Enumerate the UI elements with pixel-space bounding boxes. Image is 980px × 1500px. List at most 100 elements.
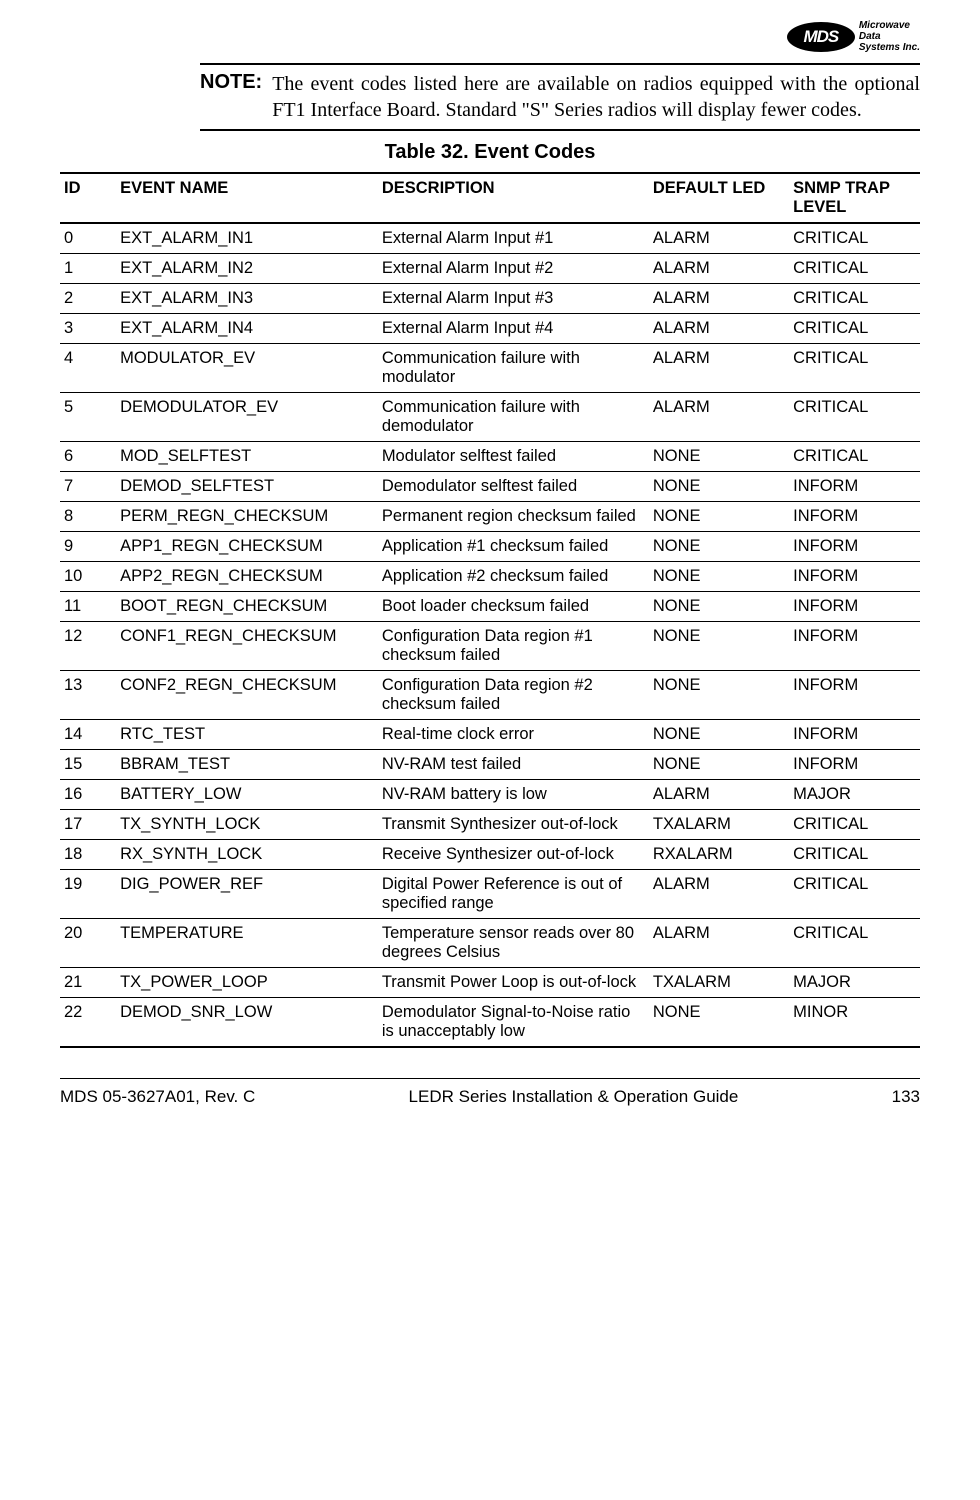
cell-led: NONE	[649, 750, 789, 780]
cell-led: NONE	[649, 592, 789, 622]
cell-desc: NV-RAM battery is low	[378, 780, 649, 810]
table-row: 21TX_POWER_LOOPTransmit Power Loop is ou…	[60, 968, 920, 998]
table-row: 3EXT_ALARM_IN4External Alarm Input #4ALA…	[60, 314, 920, 344]
cell-desc: Transmit Power Loop is out-of-lock	[378, 968, 649, 998]
cell-desc: Digital Power Reference is out of specif…	[378, 870, 649, 919]
cell-desc: Communication failure with demodulator	[378, 393, 649, 442]
table-row: 10APP2_REGN_CHECKSUMApplication #2 check…	[60, 562, 920, 592]
table-header-row: ID EVENT NAME DESCRIPTION DEFAULT LED SN…	[60, 173, 920, 223]
cell-led: RXALARM	[649, 840, 789, 870]
cell-id: 19	[60, 870, 116, 919]
table-body: 0EXT_ALARM_IN1External Alarm Input #1ALA…	[60, 223, 920, 1047]
cell-name: APP2_REGN_CHECKSUM	[116, 562, 378, 592]
cell-led: ALARM	[649, 393, 789, 442]
cell-trap: CRITICAL	[789, 840, 920, 870]
cell-name: MODULATOR_EV	[116, 344, 378, 393]
cell-led: NONE	[649, 502, 789, 532]
cell-id: 8	[60, 502, 116, 532]
cell-name: RTC_TEST	[116, 720, 378, 750]
cell-desc: Real-time clock error	[378, 720, 649, 750]
cell-name: DIG_POWER_REF	[116, 870, 378, 919]
cell-trap: MINOR	[789, 998, 920, 1048]
cell-desc: Permanent region checksum failed	[378, 502, 649, 532]
cell-trap: CRITICAL	[789, 314, 920, 344]
cell-trap: CRITICAL	[789, 344, 920, 393]
cell-desc: Temperature sensor reads over 80 degrees…	[378, 919, 649, 968]
cell-name: PERM_REGN_CHECKSUM	[116, 502, 378, 532]
cell-name: RX_SYNTH_LOCK	[116, 840, 378, 870]
table-row: 20TEMPERATURETemperature sensor reads ov…	[60, 919, 920, 968]
cell-trap: CRITICAL	[789, 810, 920, 840]
footer-doc-title: LEDR Series Installation & Operation Gui…	[255, 1087, 891, 1107]
cell-led: NONE	[649, 622, 789, 671]
cell-name: DEMOD_SELFTEST	[116, 472, 378, 502]
cell-name: BBRAM_TEST	[116, 750, 378, 780]
cell-id: 13	[60, 671, 116, 720]
table-row: 4MODULATOR_EVCommunication failure with …	[60, 344, 920, 393]
cell-id: 4	[60, 344, 116, 393]
cell-id: 18	[60, 840, 116, 870]
table-row: 19DIG_POWER_REFDigital Power Reference i…	[60, 870, 920, 919]
event-codes-table: ID EVENT NAME DESCRIPTION DEFAULT LED SN…	[60, 172, 920, 1048]
cell-trap: CRITICAL	[789, 254, 920, 284]
company-logo: MDS Microwave Data Systems Inc.	[787, 20, 920, 53]
cell-name: APP1_REGN_CHECKSUM	[116, 532, 378, 562]
cell-name: TEMPERATURE	[116, 919, 378, 968]
cell-name: TX_POWER_LOOP	[116, 968, 378, 998]
cell-desc: Boot loader checksum failed	[378, 592, 649, 622]
cell-led: NONE	[649, 998, 789, 1048]
page-container: MDS Microwave Data Systems Inc. NOTE: Th…	[0, 0, 980, 1127]
cell-desc: Application #1 checksum failed	[378, 532, 649, 562]
table-row: 15BBRAM_TESTNV-RAM test failedNONEINFORM	[60, 750, 920, 780]
cell-trap: INFORM	[789, 750, 920, 780]
cell-desc: External Alarm Input #4	[378, 314, 649, 344]
cell-name: EXT_ALARM_IN3	[116, 284, 378, 314]
logo-area: MDS Microwave Data Systems Inc.	[60, 20, 920, 53]
cell-led: ALARM	[649, 223, 789, 254]
table-row: 22DEMOD_SNR_LOWDemodulator Signal-to-Noi…	[60, 998, 920, 1048]
table-row: 0EXT_ALARM_IN1External Alarm Input #1ALA…	[60, 223, 920, 254]
cell-name: BATTERY_LOW	[116, 780, 378, 810]
cell-id: 0	[60, 223, 116, 254]
logo-oval: MDS	[787, 22, 855, 52]
note-text: The event codes listed here are availabl…	[272, 71, 920, 123]
cell-trap: CRITICAL	[789, 870, 920, 919]
table-row: 2EXT_ALARM_IN3External Alarm Input #3ALA…	[60, 284, 920, 314]
cell-id: 22	[60, 998, 116, 1048]
cell-id: 15	[60, 750, 116, 780]
cell-led: ALARM	[649, 870, 789, 919]
cell-led: NONE	[649, 532, 789, 562]
cell-id: 17	[60, 810, 116, 840]
cell-name: CONF2_REGN_CHECKSUM	[116, 671, 378, 720]
table-row: 18RX_SYNTH_LOCKReceive Synthesizer out-o…	[60, 840, 920, 870]
header-event-name: EVENT NAME	[116, 173, 378, 223]
cell-led: TXALARM	[649, 810, 789, 840]
header-snmp-trap: SNMP TRAP LEVEL	[789, 173, 920, 223]
cell-desc: External Alarm Input #2	[378, 254, 649, 284]
logo-line3: Systems Inc.	[859, 42, 920, 53]
cell-id: 20	[60, 919, 116, 968]
cell-trap: INFORM	[789, 622, 920, 671]
cell-name: BOOT_REGN_CHECKSUM	[116, 592, 378, 622]
table-row: 17TX_SYNTH_LOCKTransmit Synthesizer out-…	[60, 810, 920, 840]
cell-led: ALARM	[649, 254, 789, 284]
cell-name: EXT_ALARM_IN2	[116, 254, 378, 284]
cell-name: EXT_ALARM_IN4	[116, 314, 378, 344]
cell-desc: Configuration Data region #1 checksum fa…	[378, 622, 649, 671]
cell-desc: Configuration Data region #2 checksum fa…	[378, 671, 649, 720]
note-label: NOTE:	[200, 71, 262, 123]
cell-id: 5	[60, 393, 116, 442]
cell-id: 9	[60, 532, 116, 562]
table-row: 13CONF2_REGN_CHECKSUMConfiguration Data …	[60, 671, 920, 720]
cell-desc: External Alarm Input #1	[378, 223, 649, 254]
logo-text: Microwave Data Systems Inc.	[859, 20, 920, 53]
cell-id: 3	[60, 314, 116, 344]
cell-trap: MAJOR	[789, 968, 920, 998]
cell-trap: INFORM	[789, 671, 920, 720]
table-row: 5DEMODULATOR_EVCommunication failure wit…	[60, 393, 920, 442]
footer-page-number: 133	[892, 1087, 920, 1107]
cell-led: ALARM	[649, 919, 789, 968]
table-title: Table 32. Event Codes	[60, 141, 920, 164]
cell-led: TXALARM	[649, 968, 789, 998]
cell-id: 12	[60, 622, 116, 671]
